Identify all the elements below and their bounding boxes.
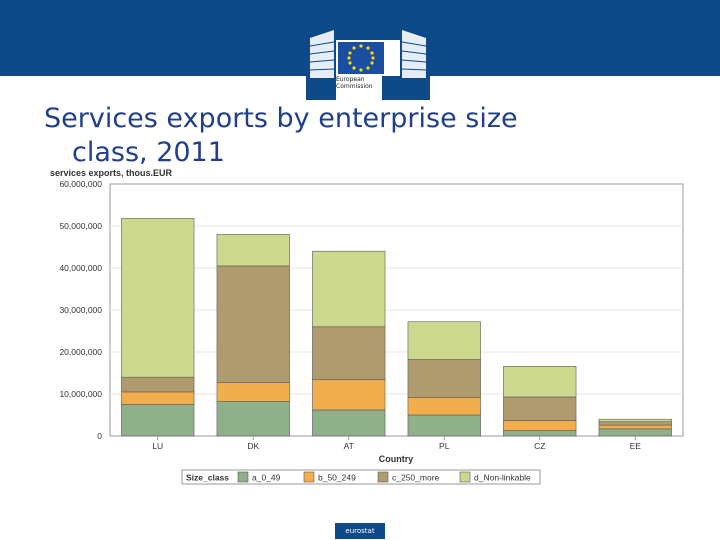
bar-segment — [121, 404, 195, 437]
bar-segment — [312, 379, 386, 411]
bars — [121, 218, 672, 437]
y-tick-label: 30,000,000 — [59, 305, 102, 315]
bar-segment — [598, 421, 672, 426]
y-tick-label: 0 — [97, 431, 102, 441]
x-tick-label: DK — [247, 441, 259, 451]
logo-line-commission: Commission — [336, 83, 373, 90]
bar-segment — [503, 420, 577, 431]
bar-segment — [121, 391, 195, 405]
logo-text: European Commission — [336, 76, 373, 90]
bar-segment — [312, 409, 386, 437]
bar-segment — [407, 359, 481, 398]
bar-segment — [503, 365, 577, 398]
bar-segment — [407, 397, 481, 416]
bar-segment — [216, 401, 290, 437]
y-tick-label: 60,000,000 — [59, 179, 102, 189]
eurostat-badge: eurostat — [335, 523, 385, 539]
bar-segment — [598, 428, 672, 437]
stacked-bar-chart: services exports, thous.EUR 60,000,000 50… — [50, 168, 684, 485]
legend-label: a_0_49 — [252, 473, 281, 483]
legend-swatch — [459, 471, 471, 483]
x-tick-label: AT — [344, 441, 354, 451]
legend-box — [181, 469, 541, 485]
x-tick-label: EE — [630, 441, 642, 451]
commission-building-icon — [306, 18, 430, 100]
x-tick-label: LU — [152, 441, 163, 451]
legend-swatch — [303, 471, 315, 483]
european-commission-logo: European Commission — [306, 18, 430, 100]
gridlines — [110, 225, 683, 395]
title-line-2: class, 2011 — [72, 137, 225, 168]
bar-segment — [216, 234, 290, 267]
bar-segment — [598, 424, 672, 430]
x-tick-label: CZ — [534, 441, 545, 451]
chart: services exports, thous.EUR 60,000,000 50… — [44, 164, 694, 494]
y-tick-label: 50,000,000 — [59, 221, 102, 231]
bar-segment — [121, 218, 195, 378]
bar-segment — [216, 382, 290, 402]
y-tick-label: 20,000,000 — [59, 347, 102, 357]
bar-segment — [598, 418, 672, 423]
y-axis-label: services exports, thous.EUR — [50, 168, 173, 178]
legend-title: Size_class — [186, 473, 229, 483]
logo-line-european: European — [336, 76, 365, 83]
page-title: Services exports by enterprise size clas… — [44, 102, 644, 170]
x-tick-label: PL — [439, 441, 450, 451]
bar-segment — [407, 414, 481, 437]
bar-segment — [407, 321, 481, 360]
legend-label: d_Non-linkable — [474, 473, 531, 483]
bar-segment — [503, 430, 577, 437]
legend-swatch — [377, 471, 389, 483]
title-line-1: Services exports by enterprise size — [44, 103, 518, 134]
y-tick-labels: 60,000,000 50,000,000 40,000,000 30,000,000… — [59, 179, 102, 441]
legend-label: c_250_more — [392, 473, 440, 483]
bar-segment — [312, 326, 386, 381]
bar-segment — [503, 396, 577, 421]
bar-segment — [216, 265, 290, 383]
bar-segment — [312, 250, 386, 328]
y-tick-label: 10,000,000 — [59, 389, 102, 399]
x-tick-labels: LU DK AT PL CZ EE — [152, 436, 641, 451]
y-tick-label: 40,000,000 — [59, 263, 102, 273]
bar-segment — [121, 376, 195, 393]
legend-label: b_50_249 — [318, 473, 356, 483]
legend-swatch — [237, 471, 249, 483]
legend: Size_class a_0_49 b_50_249 c_250_more d_Non-… — [181, 469, 541, 485]
x-axis-label: Country — [379, 454, 414, 464]
